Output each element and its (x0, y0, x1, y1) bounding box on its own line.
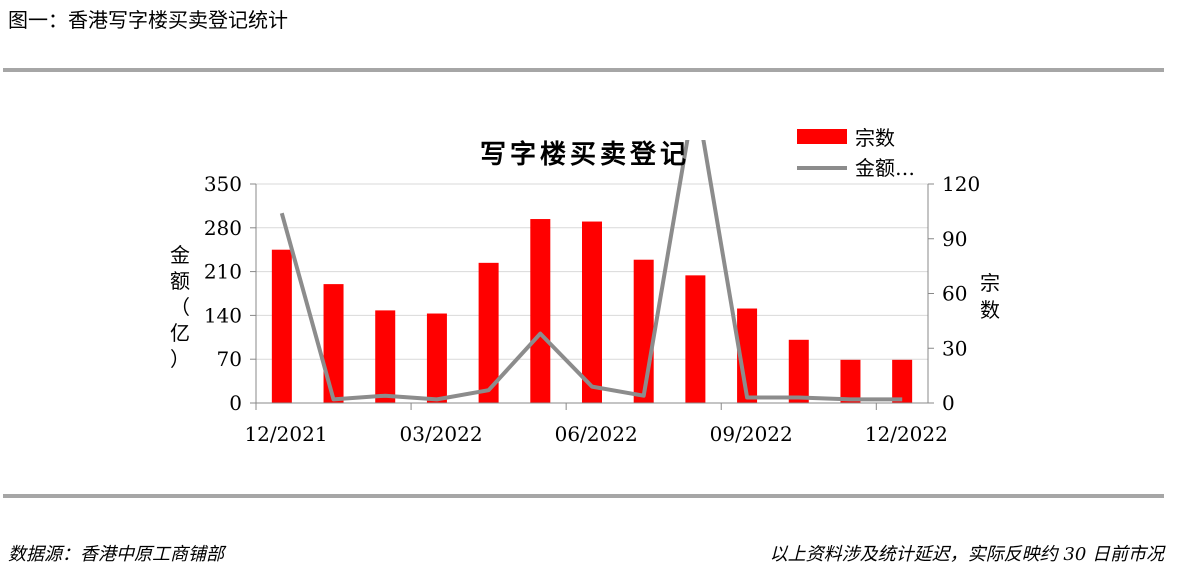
bar (633, 259, 654, 403)
left-axis-title: 金额（亿） (170, 243, 190, 371)
bar (271, 249, 292, 403)
x-tick-label: 12/2021 (244, 422, 327, 446)
x-tick-label: 12/2022 (865, 422, 948, 446)
bar (323, 284, 344, 403)
chart-title: 写字楼买卖登记 (480, 139, 690, 170)
bar (426, 313, 447, 403)
x-tick-label: 09/2022 (710, 422, 793, 446)
bar (478, 262, 499, 403)
bar (582, 221, 602, 403)
right-tick-label: 30 (942, 336, 967, 360)
office-transactions-chart: 0 70 140 210 280 350 0 30 60 90 120 12/2021 03/2022 0… (170, 126, 1000, 446)
left-tick-label: 210 (204, 260, 242, 284)
legend-line-label: 金额… (855, 156, 915, 180)
left-tick-label: 0 (229, 391, 242, 415)
bar (685, 275, 706, 403)
axis-title-char: 数 (980, 298, 1000, 322)
bottom-divider (3, 494, 1164, 498)
left-tick-label: 70 (217, 347, 242, 371)
axis-title-char: 亿 (170, 321, 190, 345)
line-series (279, 140, 903, 402)
right-axis-title: 宗数 (980, 271, 1000, 322)
left-tick-label: 350 (204, 172, 242, 196)
bar (892, 359, 913, 403)
axis-title-char: 宗 (980, 271, 1000, 295)
bar (840, 359, 861, 403)
bar (375, 310, 396, 403)
x-tick-label: 06/2022 (555, 422, 638, 446)
right-tick-label: 120 (942, 172, 980, 196)
source-note: 数据源：香港中原工商铺部 (8, 544, 224, 565)
delay-note: 以上资料涉及统计延迟，实际反映约 30 日前市况 (769, 544, 1164, 565)
right-tick-label: 90 (942, 227, 967, 251)
right-tick-label: 60 (942, 282, 967, 306)
top-divider (3, 68, 1164, 72)
axis-title-char: ） (170, 347, 190, 371)
figure-title: 图一：香港写字楼买卖登记统计 (8, 8, 288, 32)
chart-legend: 宗数 金额… (797, 126, 915, 180)
axis-title-char: 金 (170, 243, 190, 267)
left-tick-label: 140 (204, 303, 242, 327)
legend-bar-label: 宗数 (855, 126, 895, 150)
x-tick-label: 03/2022 (400, 422, 483, 446)
left-tick-label: 280 (204, 216, 242, 240)
legend-bar-swatch (797, 129, 847, 144)
axis-title-char: （ (170, 295, 190, 319)
bar (788, 339, 809, 403)
bar (530, 219, 551, 403)
axis-title-char: 额 (170, 269, 190, 293)
right-tick-label: 0 (942, 391, 955, 415)
